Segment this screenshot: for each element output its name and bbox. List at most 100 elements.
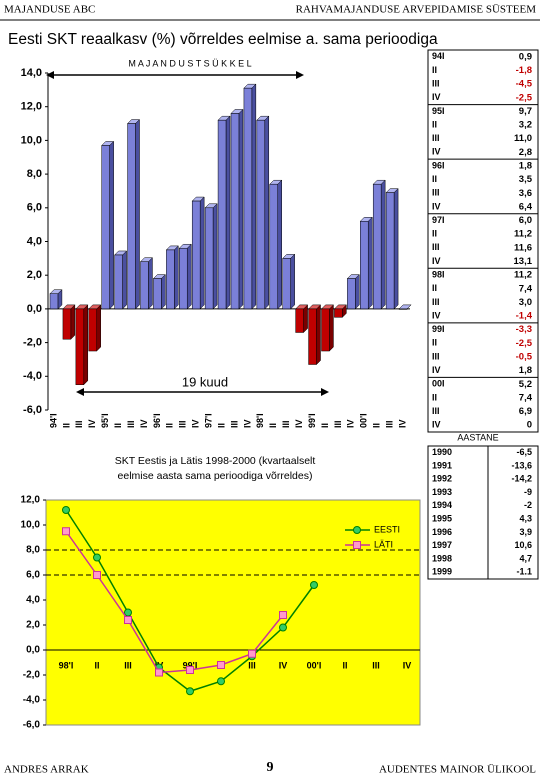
marker (217, 661, 225, 669)
row-value: 6,4 (519, 201, 533, 212)
chart-title: SKT Eestis ja Lätis 1998-2000 (kvartaals… (115, 455, 316, 482)
row-value: 1,8 (519, 365, 532, 376)
arrow-head (46, 71, 54, 79)
y-tick-label: 4,0 (26, 595, 40, 606)
bar-side (148, 257, 153, 310)
footer-left: ANDRES ARRAK (4, 764, 89, 776)
x-tick-label: II (320, 423, 330, 428)
y-tick-label: 2,0 (27, 269, 42, 281)
row-value: -1,8 (516, 65, 532, 76)
legend-label: LÄTI (374, 539, 393, 549)
bar-side (70, 304, 76, 340)
bar (114, 254, 123, 310)
bar (230, 113, 240, 310)
x-tick-label: IV (87, 419, 97, 428)
marker (124, 608, 132, 617)
bar-side (277, 179, 282, 310)
y-tick-label: 8,0 (26, 545, 40, 556)
y-tick-label: 4,0 (27, 235, 42, 247)
x-tick-label: IV (346, 419, 356, 428)
table-frame (427, 49, 539, 433)
bar (49, 293, 59, 310)
x-tick-label: 98'I (255, 413, 265, 428)
bar (295, 308, 304, 333)
x-tick-label: III (372, 660, 380, 670)
x-tick-label: 99'I (307, 413, 317, 428)
bar (360, 221, 369, 310)
row-label: II (432, 174, 437, 184)
x-tick-label: III (229, 420, 239, 428)
bar-side (251, 83, 257, 310)
plot-background (45, 499, 421, 726)
bar-side (355, 273, 360, 310)
row-label: 00I (432, 379, 445, 389)
y-tick-label: 14,0 (21, 67, 42, 79)
y-tick-label: -2,0 (23, 670, 41, 681)
marker (124, 616, 132, 624)
x-tick-label: III (333, 420, 343, 428)
bar (127, 123, 136, 310)
x-tick-label: III (126, 420, 136, 428)
bar-side (212, 203, 218, 310)
y-tick-label: -2,0 (23, 337, 42, 349)
row-value: 0 (527, 420, 532, 431)
row-value: 3,5 (519, 174, 533, 185)
x-tick-label: 00'I (307, 660, 322, 670)
x-tick-label: IV (242, 419, 252, 428)
bar-side (225, 115, 231, 310)
row-value: -3,3 (516, 324, 532, 335)
row-label: IV (432, 365, 441, 375)
x-tick-label: II (268, 423, 278, 428)
annotation: 19 kuud (182, 374, 228, 389)
row-label: III (432, 242, 440, 252)
row-value: 10,6 (514, 540, 532, 550)
x-tick-label: 97'I (203, 413, 213, 428)
y-tick-label: -6,0 (23, 720, 41, 731)
row-value: -6,5 (516, 447, 532, 457)
row-label: 1994 (432, 500, 452, 510)
x-tick-label: III (74, 420, 84, 428)
bar (153, 278, 162, 310)
marker (62, 506, 70, 514)
x-tick-label: II (372, 423, 382, 428)
row-value: -13,6 (511, 460, 532, 470)
row-value: 2,8 (519, 147, 532, 158)
bar (243, 87, 253, 310)
row-value: 7,4 (519, 283, 533, 294)
row-value: 5,2 (519, 379, 532, 390)
x-tick-label: II (216, 423, 226, 428)
x-tick-label: 00'I (359, 413, 369, 428)
marker (279, 623, 287, 632)
bar (308, 308, 317, 365)
bar-side (199, 196, 205, 310)
arrow-head (321, 388, 329, 396)
row-label: 1992 (432, 474, 452, 484)
row-label: 95I (432, 106, 445, 116)
y-tick-label: 2,0 (26, 620, 40, 631)
y-tick-label: 0,0 (27, 303, 42, 315)
legend-marker (353, 541, 361, 549)
row-label: II (432, 119, 437, 129)
row-label: III (432, 297, 440, 307)
bar (347, 278, 356, 310)
bar-side (393, 188, 399, 310)
x-tick-label: II (342, 660, 347, 670)
x-tick-label: IV (294, 419, 304, 428)
y-tick-label: 12,0 (21, 495, 41, 506)
row-label: II (432, 283, 437, 293)
row-label: 97I (432, 215, 445, 225)
row-label: II (432, 392, 437, 402)
row-value: -4,5 (516, 79, 533, 90)
table-title: AASTANE (457, 432, 498, 442)
bar-side (83, 304, 89, 386)
row-label: IV (432, 256, 441, 266)
bar (101, 145, 110, 310)
x-tick-label: IV (403, 660, 412, 670)
bar (166, 249, 175, 310)
x-tick-label: IV (397, 419, 407, 428)
marker (279, 611, 287, 619)
bar (179, 247, 188, 310)
y-tick-label: 12,0 (21, 101, 42, 113)
chart-title: Eesti SKT reaalkasv (%) võrreldes eelmis… (8, 31, 438, 48)
bar-side (109, 140, 114, 310)
